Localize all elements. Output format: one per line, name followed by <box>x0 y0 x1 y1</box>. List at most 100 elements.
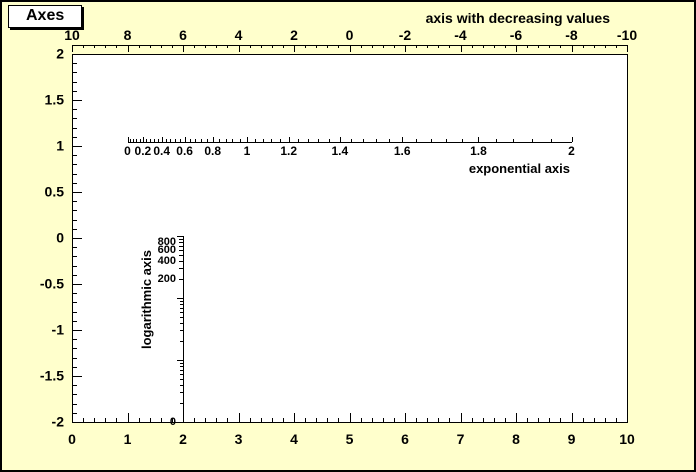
log-axis-tick <box>180 307 183 309</box>
exp-axis-major-tick <box>339 137 341 142</box>
x-axis-minor-tick <box>94 418 96 422</box>
y-axis-minor-tick <box>73 164 77 166</box>
exp-axis-minor-tick <box>551 139 553 142</box>
x-axis-minor-tick <box>316 418 318 422</box>
x-axis-minor-tick <box>260 418 262 422</box>
x-axis-minor-tick <box>449 418 451 422</box>
x-axis-minor-tick <box>83 418 85 422</box>
exp-axis-minor-tick <box>513 139 515 142</box>
x-axis-tick-label: 10 <box>619 431 635 447</box>
top-axis-minor-tick <box>138 45 140 48</box>
log-axis-tick <box>177 236 183 237</box>
exp-axis-minor-tick <box>146 139 148 142</box>
exp-axis-major-tick <box>161 137 163 142</box>
x-axis-minor-tick <box>116 418 118 422</box>
exp-axis-minor-tick <box>461 139 463 142</box>
x-axis-minor-tick <box>549 418 551 422</box>
y-axis-minor-tick <box>73 136 77 138</box>
x-axis-major-tick <box>294 413 295 422</box>
x-axis-minor-tick <box>527 418 529 422</box>
top-axis-tick-label: 10 <box>64 27 80 43</box>
top-axis-minor-tick <box>194 45 196 48</box>
x-axis-major-tick <box>72 413 73 422</box>
x-axis-minor-tick <box>105 418 107 422</box>
log-axis-line <box>183 236 184 423</box>
log-axis-tick <box>180 369 183 371</box>
exp-axis-minor-tick <box>225 139 227 142</box>
log-axis-tick <box>179 238 183 240</box>
top-axis-tick-label: 6 <box>179 27 187 43</box>
top-axis-minor-tick <box>116 45 118 48</box>
y-axis-tick-label: 0 <box>56 229 64 246</box>
x-axis-minor-tick <box>371 418 373 422</box>
exp-axis-minor-tick <box>388 139 390 142</box>
y-axis-minor-tick <box>73 403 77 405</box>
top-axis-minor-tick <box>493 45 495 48</box>
exp-axis-tick-label: 0.2 <box>134 144 152 158</box>
top-axis-minor-tick <box>427 45 429 48</box>
x-axis-minor-tick <box>227 418 229 422</box>
top-axis-minor-tick <box>94 45 96 48</box>
x-axis-minor-tick <box>593 418 595 422</box>
log-axis-tick <box>179 245 183 247</box>
x-axis-minor-tick <box>416 418 418 422</box>
log-axis-tick <box>180 378 183 380</box>
y-axis-minor-tick <box>73 320 77 322</box>
y-axis-minor-tick <box>73 339 77 341</box>
top-axis-tick-label: -10 <box>616 27 638 43</box>
x-axis-tick-label: 7 <box>456 431 465 447</box>
top-axis-minor-tick <box>338 45 340 48</box>
y-axis-tick-label: 0.5 <box>44 183 64 200</box>
top-axis-minor-tick <box>160 45 162 48</box>
x-axis-tick-label: 8 <box>512 431 520 447</box>
x-axis-minor-tick <box>271 418 273 422</box>
log-axis-tick <box>179 254 183 256</box>
top-axis-minor-tick <box>504 45 506 48</box>
log-axis-tick <box>180 304 183 305</box>
exp-axis-minor-tick <box>153 139 155 142</box>
y-axis-minor-tick <box>73 256 77 258</box>
exp-axis-line <box>127 142 572 143</box>
top-axis-minor-tick <box>438 45 440 48</box>
y-axis-minor-tick <box>73 173 77 175</box>
y-axis-major-tick <box>73 192 82 193</box>
y-axis-minor-tick <box>73 210 77 212</box>
exponential-axis-title: exponential axis <box>468 161 570 176</box>
exp-axis-tick-label: 1.2 <box>280 144 298 158</box>
exp-axis-minor-tick <box>239 139 241 142</box>
x-axis-tick-label: 4 <box>290 431 298 447</box>
exp-axis-minor-tick <box>298 139 300 142</box>
x-axis-minor-tick <box>216 418 218 422</box>
top-axis-minor-tick <box>360 45 362 48</box>
y-axis-tick-label: 1 <box>56 137 64 154</box>
y-axis-minor-tick <box>73 72 77 74</box>
exp-axis-minor-tick <box>262 139 264 142</box>
exp-axis-major-tick <box>288 137 290 142</box>
top-axis-minor-tick <box>538 45 540 48</box>
top-axis-tick-label: -4 <box>454 27 467 43</box>
top-axis-minor-tick <box>216 45 218 48</box>
x-axis-minor-tick <box>615 418 617 422</box>
top-axis-minor-tick <box>549 45 551 48</box>
log-axis-tick <box>180 300 183 302</box>
x-axis-major-tick <box>460 413 462 422</box>
log-axis-end-label: 0 <box>169 415 176 428</box>
x-axis-minor-tick <box>338 418 340 422</box>
log-axis-tick-label: 800 <box>157 235 176 248</box>
top-axis-minor-tick <box>527 45 529 48</box>
exp-axis-tick-label: 1.4 <box>331 144 349 158</box>
y-axis-major-tick <box>73 100 82 101</box>
exp-axis-minor-tick <box>136 139 138 142</box>
exp-axis-minor-tick <box>254 139 256 142</box>
exp-axis-minor-tick <box>165 139 167 142</box>
top-axis-minor-tick <box>471 45 473 48</box>
y-axis-minor-tick <box>73 109 77 111</box>
top-axis-minor-tick <box>171 45 173 48</box>
log-axis-tick <box>179 242 183 243</box>
exp-axis-minor-tick <box>351 139 353 142</box>
log-axis-tick-label: 600 <box>157 243 176 256</box>
exp-axis-minor-tick <box>130 139 132 142</box>
top-axis-minor-tick <box>205 45 207 48</box>
exp-axis-tick-label: 1.8 <box>470 144 487 158</box>
top-axis-minor-tick <box>105 45 107 48</box>
